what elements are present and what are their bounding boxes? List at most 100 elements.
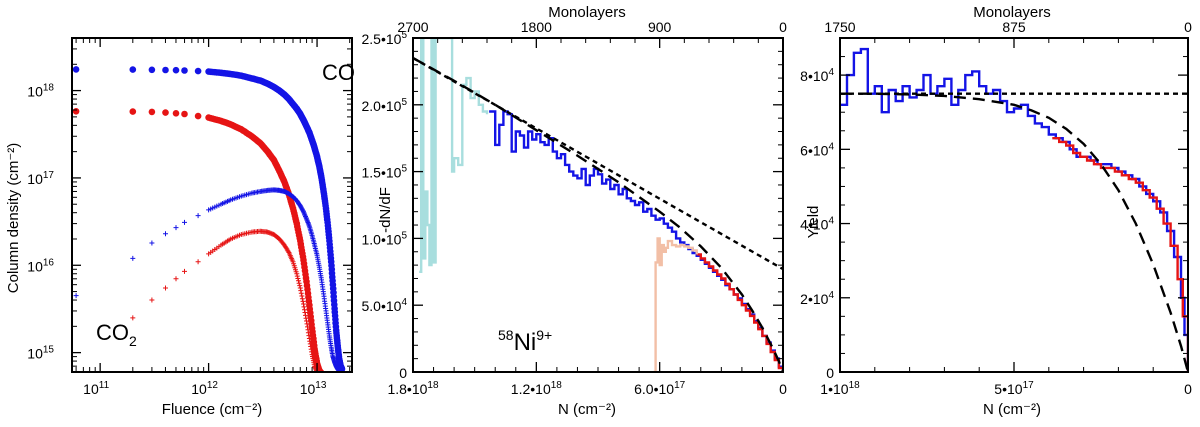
tick-exp: 13 (315, 380, 327, 391)
data-point (172, 110, 180, 117)
left-x-tick-label: 1013 (300, 380, 327, 397)
data-point (297, 283, 303, 289)
tick-exp: 4 (828, 290, 834, 301)
left-series-co2-sputtered-cumulative- (130, 228, 320, 372)
tick-mantissa: 0 (1184, 381, 1192, 397)
tick-exp: 11 (99, 380, 110, 391)
tick-mantissa: 5.0•10 (362, 298, 402, 314)
middle-series-model-fit (413, 56, 783, 372)
tick-exp: 4 (828, 141, 834, 152)
left-y-tick-label: 1018 (27, 83, 54, 100)
tick-mantissa: 8•10 (800, 68, 828, 84)
right-series-co (840, 47, 1188, 372)
data-point (172, 66, 180, 74)
data-point (195, 259, 201, 265)
right-series-model-fit (840, 92, 1188, 372)
right-y-tick-label: 6•104 (800, 141, 834, 158)
middle-series-linear-fit (413, 56, 783, 271)
tick-base: 10 (300, 381, 316, 397)
tick-base: 10 (27, 171, 43, 187)
data-point (130, 255, 136, 261)
data-point (181, 67, 188, 74)
co2-subscript: 2 (129, 333, 137, 349)
tick-exp: 4 (828, 216, 834, 227)
tick-exp: 16 (43, 257, 55, 268)
tick-exp: 5 (401, 164, 407, 175)
data-point (181, 110, 188, 118)
right-top-tick-label: 875 (1002, 19, 1026, 35)
data-point (299, 296, 305, 302)
tick-mantissa: 2.5•10 (362, 31, 402, 47)
middle-x-tick-label: 1.8•1018 (387, 380, 438, 397)
tick-exp: 18 (849, 380, 861, 391)
left-x-tick-label: 1012 (191, 380, 218, 397)
tick-exp: 5 (401, 30, 407, 41)
middle-ylabel: -dN/dF (377, 187, 394, 233)
middle-y-tick-label: 2.5•105 (362, 30, 408, 47)
data-point (194, 67, 202, 75)
right-y-tick-label: 2•104 (800, 290, 834, 307)
data-point (148, 66, 156, 74)
middle-y-tick-label: 1.5•105 (362, 164, 408, 181)
left-label-co2: CO2 (96, 320, 137, 349)
right-xlabel: N (cm⁻²) (983, 401, 1041, 418)
data-point (294, 273, 300, 279)
data-point (162, 66, 169, 74)
tick-mantissa: 2•10 (800, 291, 828, 307)
tick-mantissa: 0 (779, 381, 787, 397)
left-y-tick-label: 1017 (27, 170, 54, 187)
data-point (149, 297, 155, 303)
frames-layer (71, 37, 1189, 373)
data-point (173, 276, 179, 282)
middle-y-tick-label: 5.0•104 (362, 297, 408, 314)
data-point (72, 108, 80, 115)
middle-y-tick-label: 1.0•105 (362, 230, 408, 247)
right-top-tick-label: 1750 (824, 19, 855, 35)
tick-exp: 17 (1023, 380, 1035, 391)
data-point (72, 66, 80, 73)
tick-mantissa: 1.5•10 (362, 165, 402, 181)
data-point (149, 240, 155, 246)
data-point (130, 315, 136, 321)
left-ylabel: Column density (cm⁻²) (5, 143, 22, 293)
tick-mantissa: 1.8•10 (387, 381, 427, 397)
series-layer (72, 38, 1188, 372)
right-y-tick-label: 8•104 (800, 67, 834, 84)
middle-top-tick-label: 900 (648, 19, 672, 35)
left-y-tick-label: 1016 (27, 257, 54, 274)
middle-top-tick-label: 0 (779, 19, 787, 35)
middle-y-tick-label: 2.0•105 (362, 97, 408, 114)
data-point (162, 109, 169, 116)
right-plot-frame (839, 37, 1189, 373)
left-series-co-column-density (72, 66, 346, 372)
data-point (73, 293, 79, 299)
middle-series-co2-early-noisy (653, 237, 698, 372)
tick-exp: 18 (43, 83, 55, 94)
right-x-tick-label: 1•1018 (820, 380, 860, 397)
tick-exp: 17 (43, 170, 55, 181)
left-y-tick-label: 1015 (27, 345, 54, 362)
data-point (129, 108, 137, 115)
tick-mantissa: 2.0•10 (362, 98, 402, 114)
tick-mantissa: 6.0•10 (634, 381, 674, 397)
left-series-co-sputtered-cumulative- (73, 187, 342, 372)
tick-base: 10 (191, 381, 207, 397)
data-point (195, 213, 201, 219)
tick-base: 10 (27, 258, 43, 274)
middle-x-tick-label: 1.2•1018 (511, 380, 562, 397)
data-point (296, 278, 301, 284)
tick-exp: 5 (401, 230, 407, 241)
middle-x-tick-label: 0 (779, 381, 787, 397)
tick-mantissa: 1.2•10 (511, 381, 551, 397)
tick-exp: 17 (674, 380, 686, 391)
tick-mantissa: 4•10 (800, 217, 828, 233)
middle-series-co2 (696, 253, 783, 372)
tick-base: 10 (83, 381, 99, 397)
right-y-tick-label: 4•104 (800, 216, 834, 233)
data-point (336, 368, 342, 372)
data-point (295, 276, 301, 281)
tick-exp: 18 (427, 380, 439, 391)
right-top-label: Monolayers (973, 4, 1051, 21)
tick-mantissa: 1•10 (820, 381, 848, 397)
